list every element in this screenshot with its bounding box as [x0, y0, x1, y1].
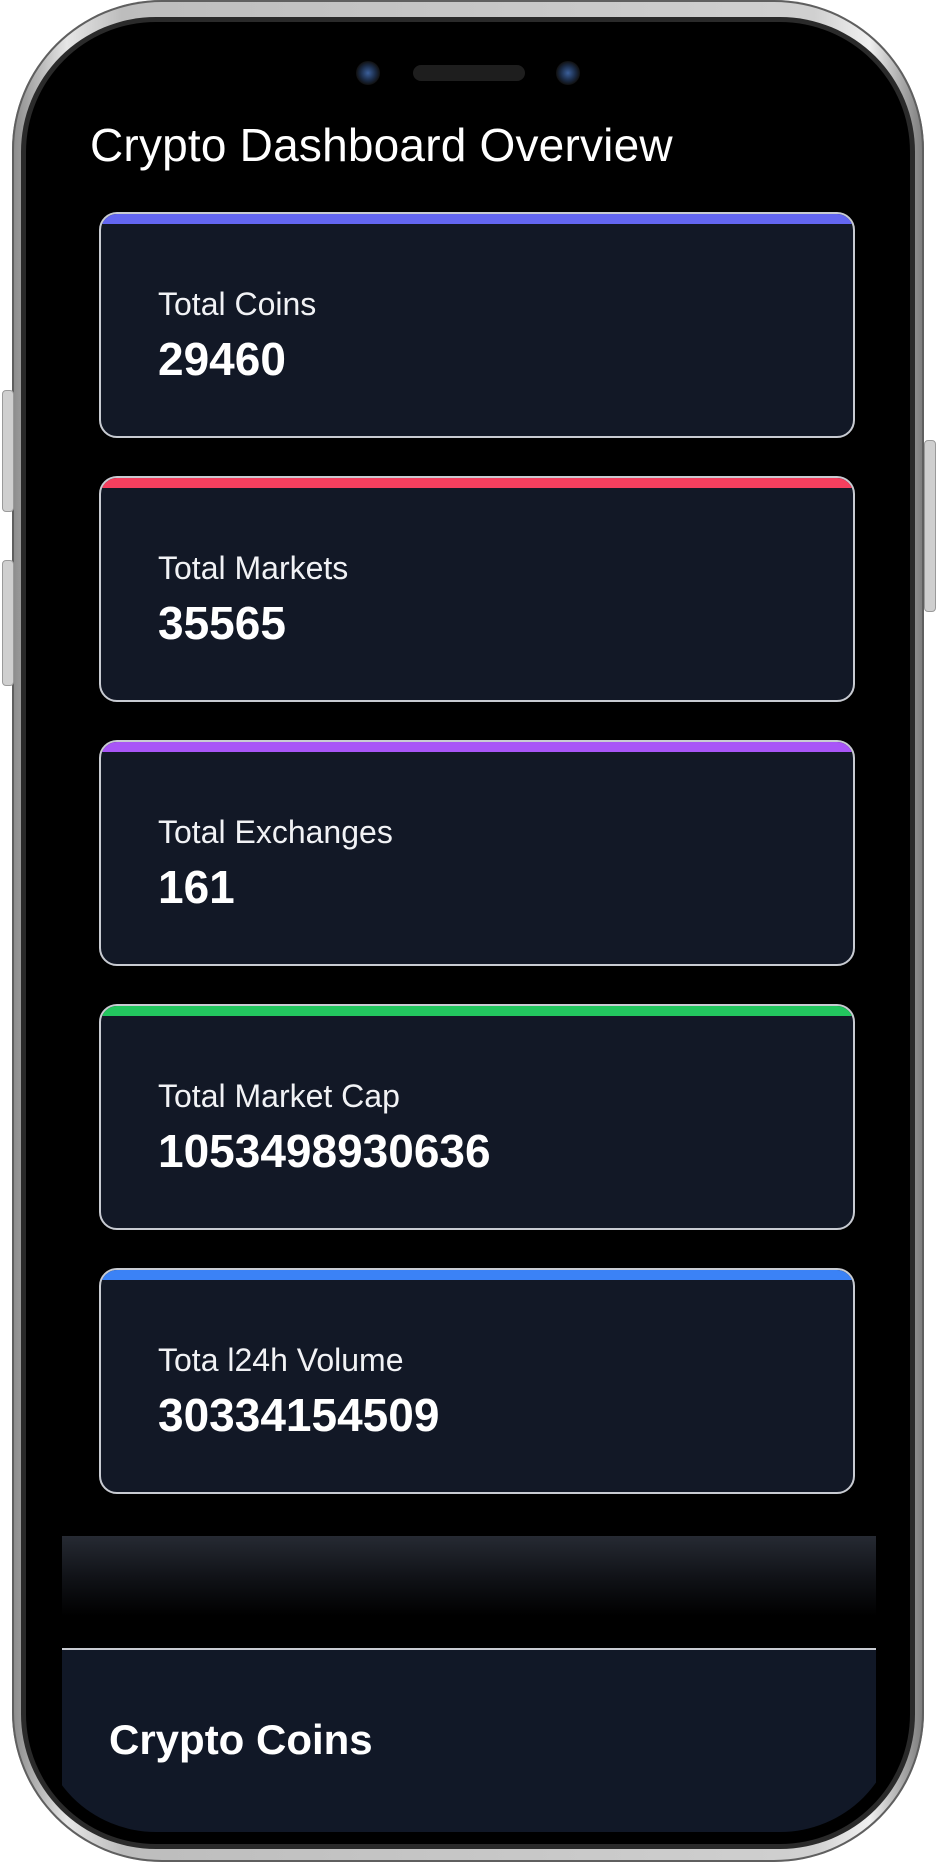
stat-label: Total Coins	[158, 286, 317, 322]
stat-card-total-24h-volume[interactable]: Tota l24h Volume 30334154509	[99, 1268, 855, 1494]
stat-value: 161	[158, 861, 235, 913]
stat-card-total-exchanges[interactable]: Total Exchanges 161	[99, 740, 855, 966]
stat-value: 30334154509	[158, 1389, 440, 1441]
crypto-coins-section: Crypto Coins	[62, 1648, 876, 1832]
stat-card-total-markets[interactable]: Total Markets 35565	[99, 476, 855, 702]
stat-value: 29460	[158, 333, 286, 385]
section-title: Crypto Coins	[109, 1716, 373, 1763]
divider-fade	[62, 1536, 876, 1616]
front-camera-icon	[356, 61, 380, 85]
proximity-sensor-icon	[556, 61, 580, 85]
stat-label: Tota l24h Volume	[158, 1342, 404, 1378]
accent-bar	[101, 214, 853, 224]
stat-label: Total Exchanges	[158, 814, 393, 850]
power-button	[924, 440, 936, 612]
stat-label: Total Markets	[158, 550, 349, 586]
stat-value: 1053498930636	[158, 1125, 491, 1177]
accent-bar	[101, 1006, 853, 1016]
accent-bar	[101, 478, 853, 488]
accent-bar	[101, 742, 853, 752]
app-screen: Crypto Dashboard Overview Total Coins 29…	[38, 34, 898, 1832]
speaker-grille	[413, 65, 525, 81]
accent-bar	[101, 1270, 853, 1280]
volume-down-button	[2, 560, 14, 686]
stat-card-total-coins[interactable]: Total Coins 29460	[99, 212, 855, 438]
page-title: Crypto Dashboard Overview	[90, 119, 673, 171]
mute-switch	[2, 390, 14, 512]
stat-label: Total Market Cap	[158, 1078, 400, 1114]
stat-card-total-market-cap[interactable]: Total Market Cap 1053498930636	[99, 1004, 855, 1230]
stat-value: 35565	[158, 597, 286, 649]
